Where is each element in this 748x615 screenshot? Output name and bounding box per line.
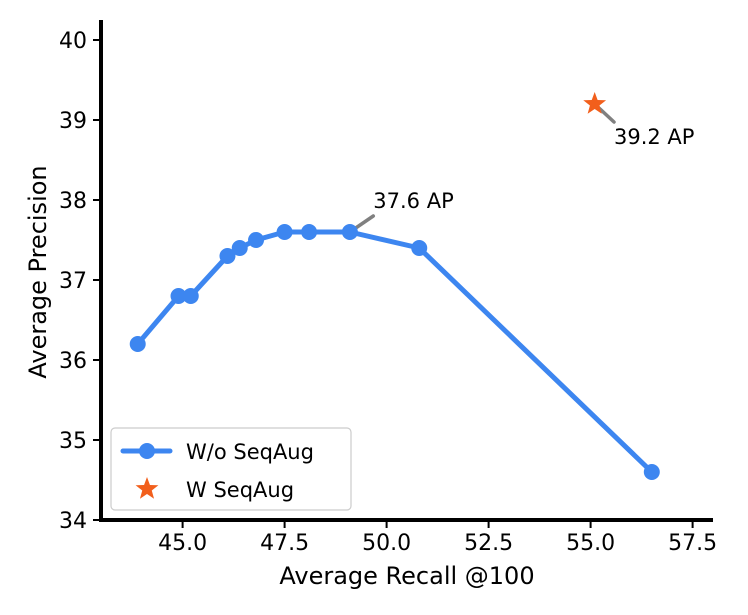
y-tick-label: 39 bbox=[59, 109, 87, 134]
data-point-wo-seqaug bbox=[276, 224, 293, 240]
annotation-label: 39.2 AP bbox=[614, 125, 694, 149]
x-tick-label: 50.0 bbox=[362, 531, 411, 556]
data-point-wo-seqaug bbox=[301, 224, 318, 240]
data-point-wo-seqaug bbox=[643, 464, 660, 480]
data-point-wo-seqaug bbox=[182, 288, 199, 304]
x-tick-label: 52.5 bbox=[464, 531, 513, 556]
data-point-wo-seqaug bbox=[170, 288, 187, 304]
data-point-wo-seqaug bbox=[411, 240, 428, 256]
y-axis-title: Average Precision bbox=[24, 165, 52, 378]
legend-box bbox=[110, 427, 352, 511]
y-tick-label: 38 bbox=[59, 189, 87, 214]
annotation-label: 37.6 AP bbox=[373, 189, 453, 213]
data-markers bbox=[129, 92, 660, 480]
data-point-wo-seqaug bbox=[129, 336, 146, 352]
y-tick-label: 37 bbox=[59, 269, 87, 294]
x-tick-label: 47.5 bbox=[260, 531, 309, 556]
y-tick-label: 35 bbox=[59, 429, 87, 454]
data-point-wo-seqaug bbox=[219, 248, 236, 264]
y-tick-label: 36 bbox=[59, 349, 87, 374]
data-point-wo-seqaug bbox=[231, 240, 248, 256]
legend-label-w-seqaug: W SeqAug bbox=[186, 478, 294, 502]
legend: W/o SeqAug W SeqAug bbox=[110, 427, 352, 511]
axes bbox=[99, 20, 713, 522]
x-tick-label: 55.0 bbox=[566, 531, 615, 556]
data-point-wo-seqaug bbox=[248, 232, 265, 248]
y-tick-label: 34 bbox=[59, 509, 87, 534]
data-point-w-seqaug bbox=[583, 92, 607, 114]
annotation-labels: 37.6 AP 39.2 AP bbox=[373, 125, 694, 213]
data-point-wo-seqaug bbox=[341, 224, 358, 240]
legend-star-swatch bbox=[135, 477, 159, 499]
legend-circle-swatch bbox=[139, 443, 155, 459]
x-tick-label: 57.5 bbox=[668, 531, 717, 556]
x-tick-label: 45.0 bbox=[158, 531, 207, 556]
tick-marks: 45.0 47.5 50.0 52.5 55.0 57.5 34 35 36 37 38 39 40 bbox=[59, 29, 717, 556]
x-axis-title: Average Recall @100 bbox=[279, 562, 534, 590]
y-tick-label: 40 bbox=[59, 29, 87, 54]
legend-label-wo-seqaug: W/o SeqAug bbox=[186, 440, 314, 464]
